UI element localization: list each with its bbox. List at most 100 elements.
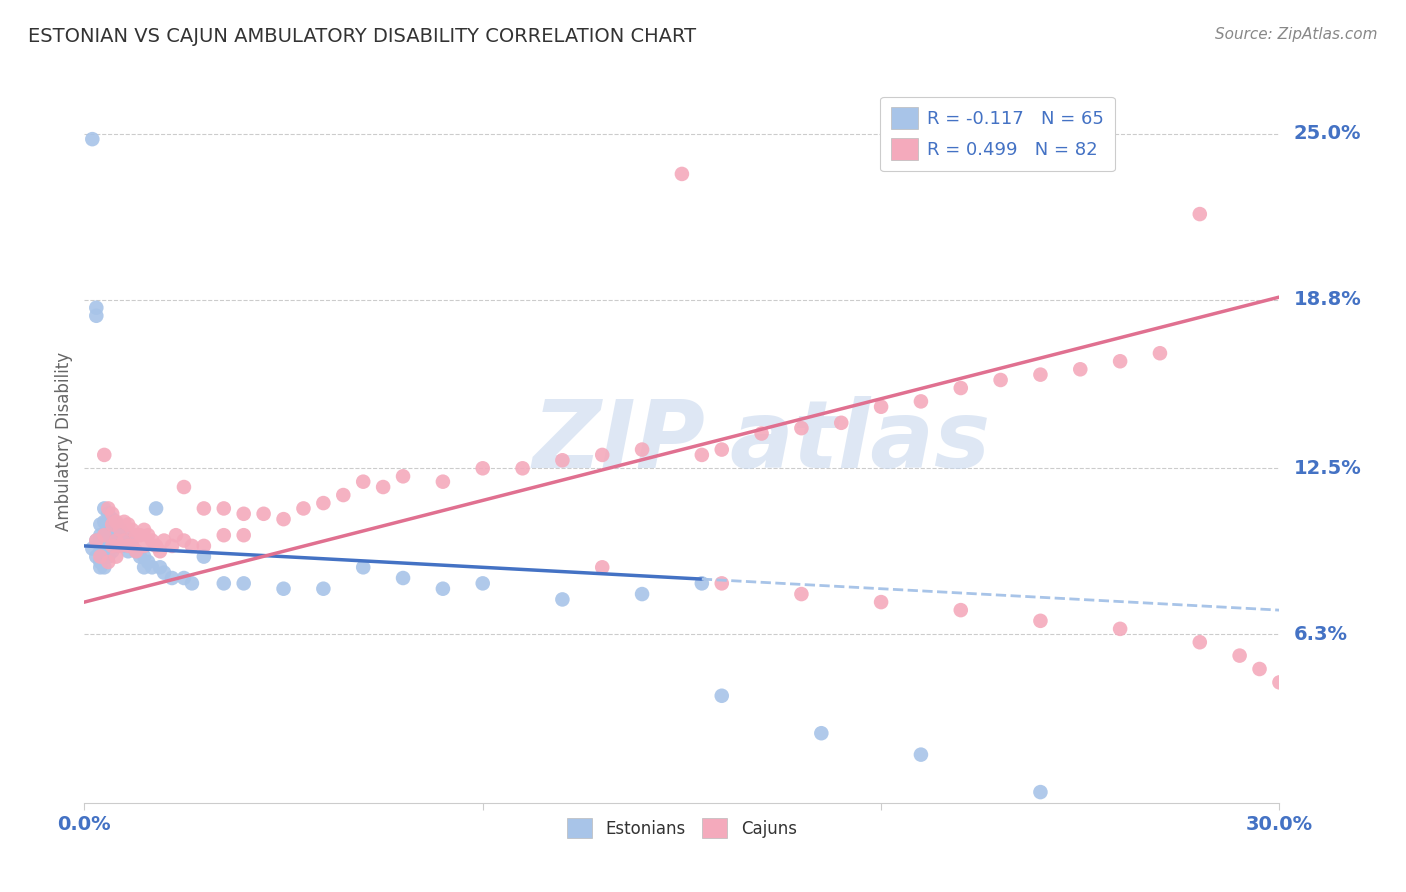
Point — [125, 528, 148, 542]
Point — [690, 576, 713, 591]
Point — [132, 523, 156, 537]
Text: 12.5%: 12.5% — [1294, 458, 1361, 478]
Point — [101, 544, 124, 558]
Point — [910, 747, 932, 762]
Point — [93, 528, 115, 542]
Point — [273, 512, 295, 526]
Point — [112, 539, 135, 553]
Point — [949, 603, 972, 617]
Point — [121, 539, 143, 553]
Point — [671, 167, 693, 181]
Point — [117, 544, 139, 558]
Point — [312, 582, 335, 596]
Point — [232, 528, 254, 542]
Point — [710, 689, 733, 703]
Point — [105, 539, 128, 553]
Point — [870, 400, 893, 414]
Point — [93, 560, 115, 574]
Point — [117, 533, 139, 548]
Point — [160, 539, 183, 553]
Point — [101, 507, 124, 521]
Legend: Estonians, Cajuns: Estonians, Cajuns — [561, 812, 803, 845]
Point — [110, 523, 132, 537]
Point — [93, 501, 115, 516]
Text: atlas: atlas — [730, 395, 991, 488]
Point — [232, 507, 254, 521]
Point — [89, 533, 111, 548]
Point — [790, 421, 813, 435]
Point — [332, 488, 354, 502]
Point — [153, 533, 176, 548]
Point — [181, 539, 204, 553]
Point — [89, 560, 111, 574]
Point — [1109, 354, 1132, 368]
Point — [110, 539, 132, 553]
Point — [86, 301, 108, 315]
Point — [117, 517, 139, 532]
Point — [101, 517, 124, 532]
Point — [132, 560, 156, 574]
Point — [121, 523, 143, 537]
Point — [432, 582, 454, 596]
Point — [97, 549, 120, 564]
Point — [112, 528, 135, 542]
Point — [512, 461, 534, 475]
Point — [149, 560, 172, 574]
Point — [432, 475, 454, 489]
Text: 18.8%: 18.8% — [1294, 290, 1361, 310]
Text: 25.0%: 25.0% — [1294, 124, 1361, 144]
Point — [112, 515, 135, 529]
Point — [352, 475, 374, 489]
Point — [830, 416, 852, 430]
Point — [125, 544, 148, 558]
Point — [173, 571, 195, 585]
Point — [1029, 614, 1052, 628]
Point — [990, 373, 1012, 387]
Point — [132, 539, 156, 553]
Point — [710, 442, 733, 457]
Point — [1188, 635, 1211, 649]
Point — [471, 461, 494, 475]
Point — [86, 533, 108, 548]
Y-axis label: Ambulatory Disability: Ambulatory Disability — [55, 352, 73, 531]
Point — [141, 560, 163, 574]
Point — [136, 555, 159, 569]
Point — [121, 539, 143, 553]
Point — [105, 533, 128, 548]
Point — [910, 394, 932, 409]
Point — [292, 501, 315, 516]
Point — [89, 555, 111, 569]
Point — [160, 571, 183, 585]
Point — [112, 533, 135, 548]
Point — [173, 533, 195, 548]
Point — [551, 453, 574, 467]
Point — [101, 523, 124, 537]
Point — [392, 469, 415, 483]
Point — [193, 539, 215, 553]
Point — [93, 549, 115, 564]
Point — [110, 533, 132, 548]
Point — [690, 448, 713, 462]
Point — [273, 582, 295, 596]
Point — [1188, 207, 1211, 221]
Point — [1029, 368, 1052, 382]
Point — [117, 539, 139, 553]
Point — [751, 426, 773, 441]
Point — [631, 442, 654, 457]
Point — [153, 566, 176, 580]
Point — [105, 517, 128, 532]
Point — [82, 132, 104, 146]
Point — [97, 555, 120, 569]
Point — [89, 544, 111, 558]
Point — [193, 501, 215, 516]
Point — [1069, 362, 1091, 376]
Point — [173, 480, 195, 494]
Point — [232, 576, 254, 591]
Point — [97, 507, 120, 521]
Point — [93, 448, 115, 462]
Point — [591, 448, 613, 462]
Point — [710, 576, 733, 591]
Point — [1149, 346, 1171, 360]
Point — [1268, 675, 1291, 690]
Point — [1109, 622, 1132, 636]
